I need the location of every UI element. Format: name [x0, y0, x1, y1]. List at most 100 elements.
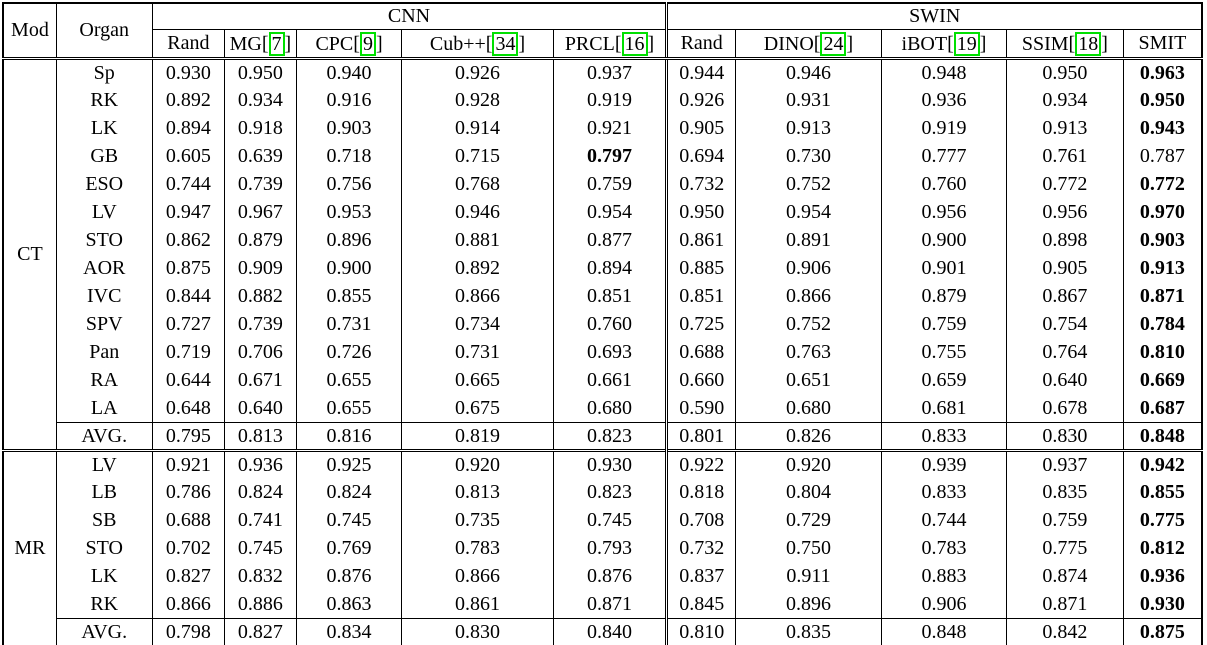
value-cell: 0.894 — [552, 254, 668, 283]
organ-column-header: Organ — [55, 3, 153, 60]
citation-link[interactable]: 7 — [268, 31, 285, 56]
value-cell: 0.798 — [151, 618, 226, 645]
value-cell: 0.735 — [401, 506, 554, 535]
value-cell: 0.810 — [665, 618, 736, 645]
value-cell: 0.775 — [1005, 534, 1124, 563]
value-cell: 0.725 — [665, 310, 736, 339]
citation-link[interactable]: 24 — [820, 31, 847, 56]
col-header-label: Cub++ — [429, 32, 486, 55]
value-cell: 0.759 — [552, 170, 668, 199]
value-cell: 0.937 — [1005, 449, 1124, 479]
value-cell: 0.801 — [665, 422, 736, 451]
value-cell: 0.874 — [1005, 562, 1124, 591]
value-cell: 0.901 — [881, 254, 1007, 283]
value-cell: 0.824 — [295, 478, 403, 507]
value-cell: 0.919 — [881, 114, 1007, 143]
value-cell: 0.937 — [552, 58, 668, 87]
value-cell: 0.731 — [295, 310, 403, 339]
value-cell: 0.942 — [1122, 449, 1203, 479]
value-cell: 0.954 — [552, 198, 668, 227]
mod-column-header: Mod — [2, 3, 57, 60]
table-row: MR LV 0.921 0.936 0.925 0.920 0.930 0.922 0.920 0… — [2, 449, 1203, 645]
value-cell: 0.816 — [295, 422, 403, 451]
col-header-label: CPC — [315, 32, 354, 55]
value-cell: 0.926 — [401, 58, 554, 87]
value-cell: 0.732 — [665, 534, 736, 563]
table-body: CT Sp 0.930 0.950 0.940 0.926 0.937 0.944 0.946 0… — [2, 58, 1203, 645]
value-cell: 0.844 — [151, 282, 226, 311]
value-cell: 0.651 — [734, 366, 883, 395]
citation-link[interactable]: 34 — [492, 31, 519, 56]
value-cell: 0.900 — [295, 254, 403, 283]
value-cell: 0.819 — [401, 422, 554, 451]
value-cell: 0.963 — [1122, 58, 1203, 87]
citation-link[interactable]: 9 — [359, 31, 376, 56]
value-cell: 0.848 — [881, 618, 1007, 645]
value-cell: 0.764 — [1005, 338, 1124, 367]
value-cell: 0.886 — [224, 590, 297, 619]
value-cell: 0.590 — [665, 394, 736, 423]
value-cell: 0.926 — [665, 86, 736, 115]
organ-cell: AVG. — [55, 422, 153, 451]
table-row: IVC 0.844 0.882 0.855 0.866 0.851 0.851 0.866 0.… — [3, 282, 1203, 311]
value-cell: 0.826 — [734, 422, 883, 451]
cnn-group-header: CNN — [151, 3, 668, 30]
value-cell: 0.948 — [881, 58, 1007, 87]
value-cell: 0.830 — [401, 618, 554, 645]
organ-cell: GB — [55, 142, 153, 171]
col-header-label: MG — [229, 32, 262, 55]
value-cell: 0.909 — [224, 254, 297, 283]
value-cell: 0.661 — [552, 366, 668, 395]
value-cell: 0.786 — [151, 478, 226, 507]
value-cell: 0.783 — [881, 534, 1007, 563]
value-cell: 0.756 — [295, 170, 403, 199]
col-header-label: SMIT — [1138, 32, 1187, 54]
value-cell: 0.956 — [1005, 198, 1124, 227]
col-header-dino: DINO[24] — [734, 29, 883, 60]
value-cell: 0.835 — [1005, 478, 1124, 507]
value-cell: 0.862 — [151, 226, 226, 255]
value-cell: 0.745 — [552, 506, 668, 535]
table-header: Mod Organ CNN SWIN Rand MG[7] CPC[9] Cub++[… — [2, 3, 1203, 60]
value-cell: 0.729 — [734, 506, 883, 535]
value-cell: 0.693 — [552, 338, 668, 367]
value-cell: 0.946 — [401, 198, 554, 227]
value-cell: 0.879 — [881, 282, 1007, 311]
value-cell: 0.744 — [151, 170, 226, 199]
value-cell: 0.906 — [881, 590, 1007, 619]
value-cell: 0.866 — [151, 590, 226, 619]
citation-link[interactable]: 19 — [953, 31, 980, 56]
value-cell: 0.833 — [881, 422, 1007, 451]
organ-cell: AVG. — [55, 618, 153, 645]
organ-cell: RK — [55, 590, 153, 619]
value-cell: 0.640 — [224, 394, 297, 423]
value-cell: 0.644 — [151, 366, 226, 395]
value-cell: 0.900 — [881, 226, 1007, 255]
value-cell: 0.871 — [1122, 282, 1203, 311]
value-cell: 0.694 — [665, 142, 736, 171]
col-header-label: SSIM — [1021, 32, 1069, 55]
table-row: LK 0.827 0.832 0.876 0.866 0.876 0.837 0.911 0.8… — [3, 562, 1203, 591]
table-row: LK 0.894 0.918 0.903 0.914 0.921 0.905 0.913 0.9… — [3, 114, 1203, 143]
swin-group-header: SWIN — [665, 3, 1203, 30]
value-cell: 0.930 — [151, 58, 226, 87]
citation-link[interactable]: 18 — [1075, 31, 1102, 56]
value-cell: 0.913 — [734, 114, 883, 143]
value-cell: 0.812 — [1122, 534, 1203, 563]
value-cell: 0.881 — [401, 226, 554, 255]
value-cell: 0.734 — [401, 310, 554, 339]
value-cell: 0.950 — [1005, 58, 1124, 87]
value-cell: 0.954 — [734, 198, 883, 227]
value-cell: 0.760 — [881, 170, 1007, 199]
col-header-label: Rand — [680, 32, 723, 54]
citation-link[interactable]: 16 — [621, 31, 648, 56]
value-cell: 0.784 — [1122, 310, 1203, 339]
value-cell: 0.787 — [1122, 142, 1203, 171]
group-header-row: Mod Organ CNN SWIN — [2, 3, 1203, 60]
citation-close-bracket: ] — [1101, 32, 1108, 55]
value-cell: 0.659 — [881, 366, 1007, 395]
value-cell: 0.702 — [151, 534, 226, 563]
value-cell: 0.855 — [1122, 478, 1203, 507]
table-row: SPV 0.727 0.739 0.731 0.734 0.760 0.725 0.752 0.… — [3, 310, 1203, 339]
